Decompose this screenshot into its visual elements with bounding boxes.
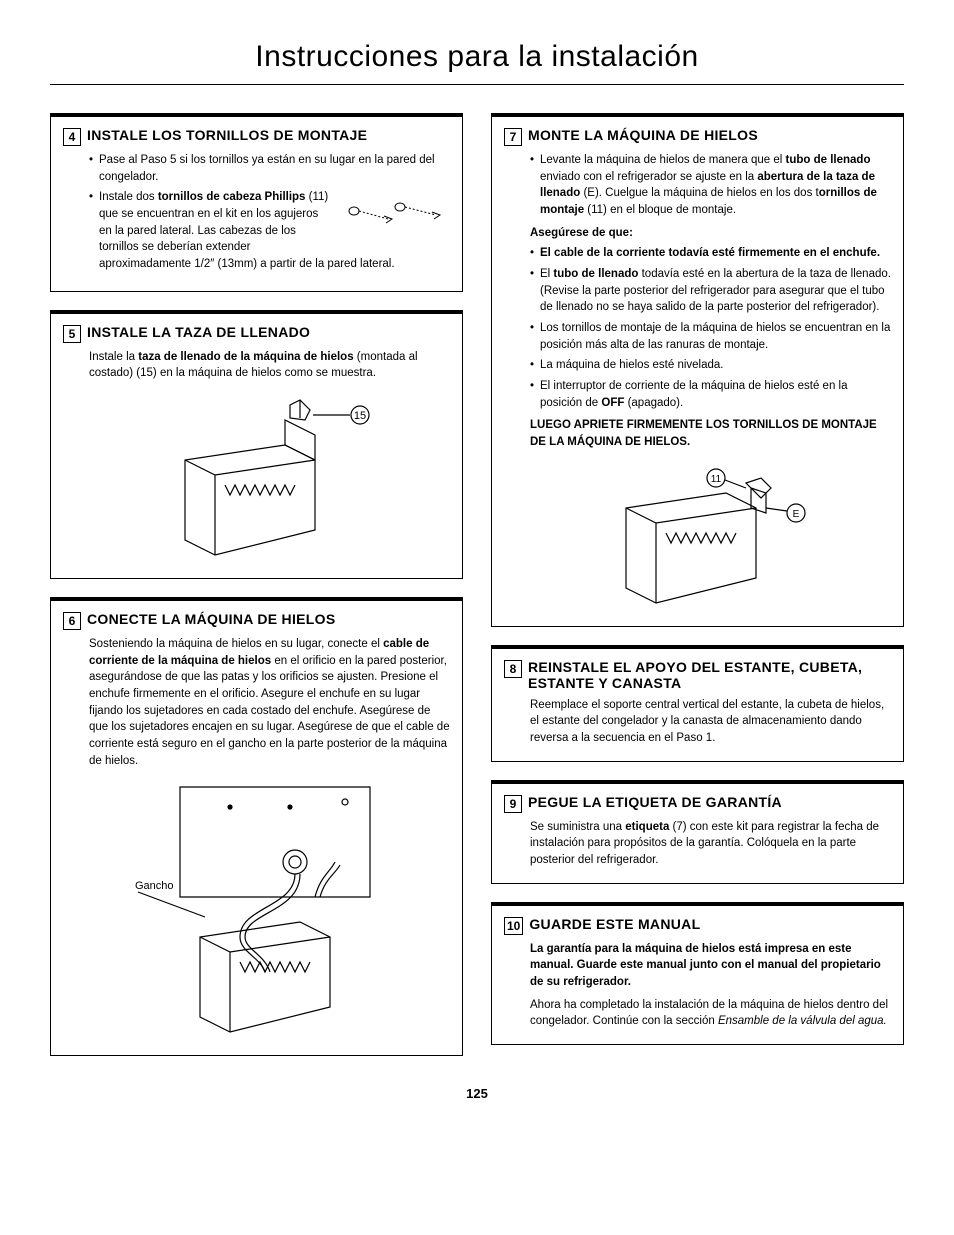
fill-cup-diagram-icon: 15: [155, 390, 385, 560]
s10-bold-para: La garantía para la máquina de hielos es…: [530, 941, 891, 991]
connect-diagram-icon: Gancho: [120, 777, 420, 1037]
step-number-9: 9: [504, 795, 522, 813]
check-1-text: El cable de la corriente todavía esté fi…: [540, 247, 880, 259]
step-9-box: 9 PEGUE LA ETIQUETA DE GARANTÍA Se sumin…: [491, 780, 904, 884]
check-2: El tubo de llenado todavía esté en la ab…: [530, 266, 891, 316]
c5-pre: El interruptor de corriente de la máquin…: [540, 380, 848, 409]
c5-bold: OFF: [601, 397, 624, 409]
gancho-label: Gancho: [135, 880, 174, 892]
step-number-8: 8: [504, 660, 522, 678]
check-1: El cable de la corriente todavía esté fi…: [530, 245, 891, 262]
s7-intro-b1: tubo de llenado: [786, 154, 871, 166]
step-5-pre: Instale la: [89, 351, 138, 363]
step-number-5: 5: [63, 325, 81, 343]
step-number-7: 7: [504, 128, 522, 146]
c2-bold: tubo de llenado: [553, 268, 638, 280]
step-6-box: 6 CONECTE LA MÁQUINA DE HIELOS Sostenien…: [50, 597, 463, 1056]
check-3: Los tornillos de montaje de la máquina d…: [530, 320, 891, 353]
c2-pre: El: [540, 268, 553, 280]
s9-bold: etiqueta: [625, 821, 669, 833]
callout-15-text: 15: [353, 410, 365, 422]
step-4-bullet-2: Instale dos tornillos de cabeza Phillips…: [89, 189, 450, 272]
s7-intro-pre: Levante la máquina de hielos de manera q…: [540, 154, 786, 166]
mount-diagram-icon: 11 E: [596, 458, 826, 608]
check-4: La máquina de hielos esté nivelada.: [530, 357, 891, 374]
step-5-bold: taza de llenado de la máquina de hielos: [138, 351, 353, 363]
step-5-box: 5 INSTALE LA TAZA DE LLENADO Instale la …: [50, 310, 463, 579]
left-column: 4 INSTALE LOS TORNILLOS DE MONTAJE Pase …: [50, 113, 463, 1056]
s7-intro-post: (11) en el bloque de montaje.: [584, 204, 736, 216]
step-5-title: INSTALE LA TAZA DE LLENADO: [87, 324, 310, 340]
step-8-box: 8 REINSTALE EL APOYO DEL ESTANTE, CUBETA…: [491, 645, 904, 762]
step-7-box: 7 MONTE LA MÁQUINA DE HIELOS Levante la …: [491, 113, 904, 627]
check-title: Asegúrese de que:: [530, 225, 891, 242]
callout-11-text: 11: [710, 474, 721, 485]
page-number: 125: [50, 1086, 904, 1101]
check-5: El interruptor de corriente de la máquin…: [530, 378, 891, 411]
step-4-title: INSTALE LOS TORNILLOS DE MONTAJE: [87, 127, 367, 143]
after-check: LUEGO APRIETE FIRMEMENTE LOS TORNILLOS D…: [530, 417, 891, 449]
s9-pre: Se suministra una: [530, 821, 625, 833]
callout-E-text: E: [792, 509, 799, 520]
step-number-10: 10: [504, 917, 523, 935]
screws-diagram-icon: [340, 189, 450, 249]
step-6-post: en el orificio en la pared posterior, as…: [89, 655, 450, 767]
s7-intro-m1: enviado con el refrigerador se ajuste en…: [540, 171, 757, 183]
step-number-4: 4: [63, 128, 81, 146]
step-4-b2-pre: Instale dos: [99, 191, 158, 203]
step-10-box: 10 GUARDE ESTE MANUAL La garantía para l…: [491, 902, 904, 1045]
step-6-pre: Sosteniendo la máquina de hielos en su l…: [89, 638, 383, 650]
step-9-title: PEGUE LA ETIQUETA DE GARANTÍA: [528, 794, 782, 810]
step-number-6: 6: [63, 612, 81, 630]
step-6-title: CONECTE LA MÁQUINA DE HIELOS: [87, 611, 335, 627]
content-columns: 4 INSTALE LOS TORNILLOS DE MONTAJE Pase …: [50, 113, 904, 1056]
step-7-title: MONTE LA MÁQUINA DE HIELOS: [528, 127, 758, 143]
step-4-b2-bold: tornillos de cabeza Phillips: [158, 191, 306, 203]
step-4-box: 4 INSTALE LOS TORNILLOS DE MONTAJE Pase …: [50, 113, 463, 292]
page-title: Instrucciones para la instalación: [50, 40, 904, 85]
c5-post: (apagado).: [624, 397, 683, 409]
s10-italic: Ensamble de la válvula del agua.: [718, 1015, 887, 1027]
right-column: 7 MONTE LA MÁQUINA DE HIELOS Levante la …: [491, 113, 904, 1056]
step-8-body: Reemplace el soporte central vertical de…: [504, 697, 891, 747]
step-4-bullet-1: Pase al Paso 5 si los tornillos ya están…: [89, 152, 450, 185]
step-10-title: GUARDE ESTE MANUAL: [529, 916, 700, 932]
s7-intro-m2: (E). Cuelgue la máquina de hielos en los…: [580, 187, 818, 199]
step-8-title: REINSTALE EL APOYO DEL ESTANTE, CUBETA, …: [528, 659, 891, 691]
step-7-intro: Levante la máquina de hielos de manera q…: [530, 152, 891, 219]
